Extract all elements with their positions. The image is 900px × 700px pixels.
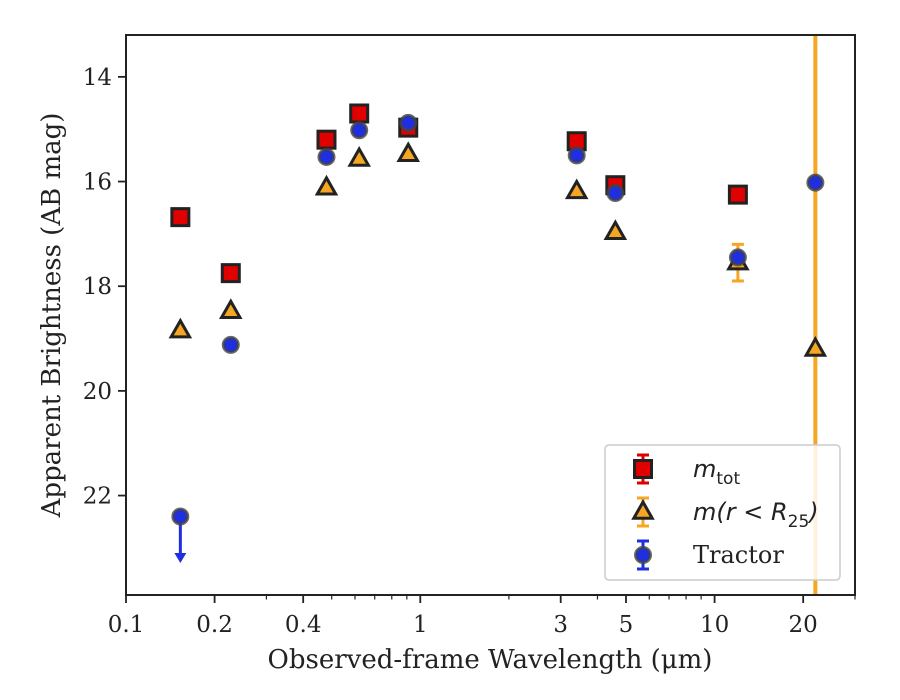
data-point-mtot-3 [349,103,370,124]
data-point-tractor-5 [567,146,586,165]
data-point-m-r25-5 [564,178,589,200]
data-layer [168,35,828,595]
legend: mtot m(r < R25) Tractor [604,444,841,581]
series-mtot [170,103,748,284]
data-point-m-r25-8 [803,335,828,357]
x-tick-label: 0.4 [285,612,322,638]
plot-frame [125,34,856,596]
data-point-mtot-1 [220,263,241,284]
data-point-tractor-3 [350,121,369,140]
data-point-tractor-6 [606,184,625,203]
data-point-mtot-7 [727,184,748,205]
x-tick-label: 3 [553,612,568,638]
data-point-m-r25-0 [168,317,193,339]
axes: 0.1 0.2 0.4 1 3 5 10 20 14 16 18 20 22 [83,34,856,638]
data-point-m-r25-6 [603,219,628,241]
data-point-mtot-0 [170,207,191,228]
y-tick-label: 22 [83,484,112,510]
legend-box [604,444,841,581]
data-point-m-r25-1 [218,298,243,320]
data-point-mtot-2 [316,129,337,150]
data-point-tractor-1 [221,335,240,354]
legend-label-tractor: Tractor [693,541,784,569]
x-tick-label: 20 [789,612,818,638]
data-point-tractor-8 [806,173,825,192]
x-tick-label: 5 [619,612,634,638]
legend-label-mtot: mtot [693,455,740,489]
x-axis-title: Observed-frame Wavelength (μm) [268,645,713,675]
legend-label-m-r25: m(r < R25) [693,498,819,532]
data-point-m-r25-4 [396,141,421,163]
data-point-tractor-7 [728,248,747,267]
legend-marker-mtot [633,459,653,479]
series-tractor [171,113,825,563]
x-tick-label: 1 [413,612,428,638]
data-point-m-r25-3 [347,145,371,167]
y-axis-title: Apparent Brightness (AB mag) [37,113,67,519]
y-tick-label: 16 [83,170,112,196]
legend-marker-m-r25 [631,498,655,520]
x-tick-label: 10 [700,612,729,638]
x-tick-label: 0.1 [108,612,145,638]
x-tick-label: 0.2 [196,612,233,638]
y-tick-label: 18 [83,274,112,300]
data-point-tractor-2 [317,147,336,166]
data-point-tractor-0 [171,507,190,526]
data-point-tractor-4 [399,113,418,132]
y-tick-label: 14 [83,65,112,91]
legend-marker-tractor [634,546,652,564]
upper-limit-arrowhead [174,552,187,563]
data-point-m-r25-2 [314,174,339,196]
y-tick-label: 20 [83,379,112,405]
